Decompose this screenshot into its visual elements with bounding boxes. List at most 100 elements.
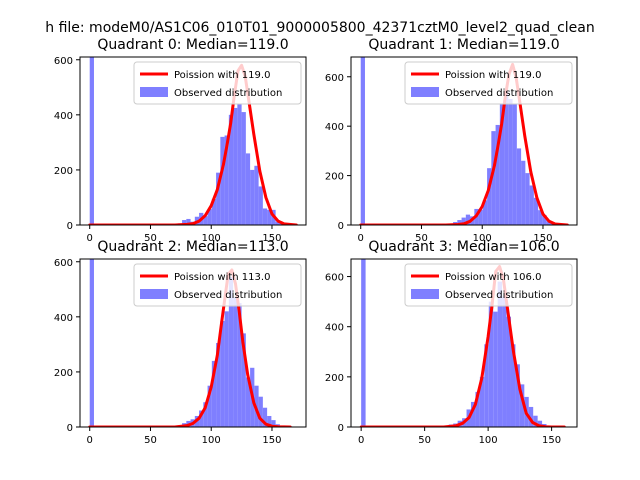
histogram-bar [203,402,208,427]
histogram-bar [537,420,543,427]
plot-area [88,259,293,427]
histogram-bar [203,216,208,225]
legend-bar-swatch [411,87,439,97]
x-tick-label: 100 [202,435,221,446]
y-tick-label: 200 [325,373,344,384]
histogram-bar [510,344,516,427]
histogram-bar [546,221,551,225]
histogram-bar [224,135,229,225]
histogram-bar [267,209,272,225]
legend: Poission with 106.0 Observed distribution [404,263,573,307]
histogram-bar [508,99,513,225]
x-tick-label: 0 [358,233,364,244]
histogram-bar [233,107,238,225]
histogram-bar [267,415,272,427]
plot-area [359,259,566,427]
histogram-bar [519,384,525,427]
histogram-bar [258,186,263,225]
histogram-bar [241,333,246,427]
y-tick-label: 600 [54,258,73,269]
histogram-bar [271,420,276,427]
histogram-bar [461,217,466,225]
subplot-quadrant-0: 0 50 100 150 0 200 400 600 Quadrant 0: Median=11… [54,37,307,244]
histogram-bar [506,316,511,427]
histogram-bar [493,311,498,427]
histogram-bar [515,364,520,427]
histogram-bar [275,221,280,225]
legend-label-observed: Observed distribution [174,88,282,99]
histogram-bar [250,169,255,225]
histogram-bar [465,214,471,225]
figure-suptitle: h file: modeM0/AS1C06_010T01_9000005800_… [45,20,594,36]
legend-bar-swatch [140,87,168,97]
histogram-bar-zero [89,259,94,427]
x-tick-label: 100 [479,435,498,446]
x-tick-label: 0 [358,435,364,446]
y-tick-label: 200 [325,172,344,183]
histogram-bar [262,407,268,427]
legend-box [133,61,302,105]
x-tick-label: 50 [418,435,431,446]
histogram-bar [254,165,259,225]
histogram-bar [516,148,522,225]
histogram-bar [502,296,507,427]
axes-frame [350,258,578,428]
histogram-bar [478,209,483,225]
subplot-title: Quadrant 2: Median=113.0 [97,239,288,255]
histogram-bar [182,220,187,225]
histogram-bar [538,210,543,225]
histogram-bar [525,173,530,225]
histogram-bar [484,344,489,427]
y-tick-label: 0 [338,423,344,434]
subplots-grid: 0 50 100 150 0 200 400 600 Quadrant 0: Median=11… [54,37,578,446]
y-tick-label: 0 [67,221,73,232]
histogram-bar [495,124,500,225]
histogram-bar [488,301,494,427]
histogram-bar [186,218,191,225]
histogram-bar [491,131,496,225]
legend-label-poisson: Poission with 119.0 [445,70,541,81]
histogram-bar-zero [361,259,366,427]
histogram-bar [470,401,476,427]
histogram-bar [228,114,234,225]
y-tick-label: 400 [54,111,73,122]
histogram-bar [224,311,229,427]
axes-frame [79,258,307,428]
histogram-bar [245,377,251,427]
legend-box [404,61,573,105]
histogram-bar [207,385,212,427]
subplot-quadrant-3: 0 50 100 150 0 200 400 600 Quadrant 3: Median=10… [325,239,578,446]
subplot-quadrant-2: 0 50 100 150 0 200 400 600 Quadrant 2: Median=11… [54,239,307,446]
y-tick-label: 400 [325,122,344,133]
histogram-bar [533,197,539,225]
histogram-bar [482,200,488,225]
histogram-bar [487,168,492,225]
y-tick-label: 0 [67,423,73,434]
histogram-bar [512,103,517,225]
histogram-bar [228,276,234,427]
legend-label-observed: Observed distribution [445,290,553,301]
histogram-bar [211,198,217,225]
legend: Poission with 119.0 Observed distribution [404,61,573,105]
histogram-bar [504,91,509,225]
histogram-bar [207,209,212,225]
axes-frame [350,56,578,226]
histogram-bar [245,153,251,225]
histogram-bar [211,360,217,427]
legend-label-poisson: Poission with 119.0 [174,70,270,81]
histogram-bar [199,410,204,427]
subplot-title: Quadrant 0: Median=119.0 [97,37,288,53]
histogram-bar [479,376,485,427]
histogram-bar [216,172,221,225]
histogram-bar [262,208,268,225]
histogram-bar-zero [360,57,365,225]
histogram-bar [533,415,538,427]
y-tick-label: 400 [325,323,344,334]
x-tick-label: 100 [202,233,221,244]
histogram-bar [457,220,462,225]
x-tick-label: 0 [87,233,93,244]
legend-box [404,263,573,307]
histogram-bar [237,103,242,225]
subplot-title: Quadrant 3: Median=106.0 [368,239,559,255]
histogram-bar [220,320,225,427]
